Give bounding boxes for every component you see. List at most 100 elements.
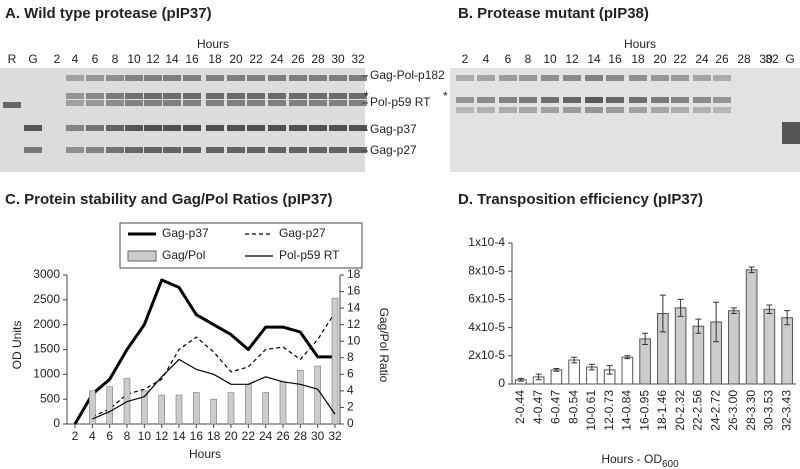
gel-band xyxy=(541,75,559,81)
gel-band xyxy=(541,107,559,113)
gel-band xyxy=(713,75,731,81)
error-bar xyxy=(766,304,773,314)
gel-band xyxy=(519,107,537,113)
error-bar xyxy=(695,318,702,334)
gel-band xyxy=(24,147,42,153)
bar xyxy=(314,365,321,425)
x-tick-label: 2-0.44 xyxy=(513,390,527,424)
line xyxy=(73,278,335,425)
lane-label: 2 xyxy=(462,52,469,66)
gel-band xyxy=(671,107,689,113)
gel-band xyxy=(125,100,143,106)
chart-title: D. Transposition efficiency (pIP37) xyxy=(458,191,703,208)
lane-label: 30 xyxy=(759,52,773,66)
gel-band xyxy=(477,107,495,113)
lane-label: 4 xyxy=(483,52,490,66)
lane-label: 22 xyxy=(249,52,263,66)
gel-band xyxy=(541,97,559,103)
gel-band xyxy=(206,147,224,153)
lane-label: 32 xyxy=(351,52,365,66)
bar xyxy=(141,390,148,425)
gel-band xyxy=(144,125,162,131)
y-tick-label: 2000 xyxy=(33,317,60,331)
gel-band xyxy=(349,100,367,106)
gel-band xyxy=(268,100,286,106)
gel-band xyxy=(163,147,181,153)
gel-band xyxy=(585,97,603,103)
error-bar xyxy=(553,367,560,372)
legend-label: Gag-p27 xyxy=(279,226,326,240)
bar xyxy=(621,356,634,385)
gel-band xyxy=(329,125,347,131)
gel-band xyxy=(66,100,84,106)
gel-band xyxy=(456,75,474,81)
y-axis-label: OD Units xyxy=(10,321,24,370)
gel-band xyxy=(125,75,143,81)
bar xyxy=(89,390,96,425)
bar xyxy=(692,325,705,385)
bar xyxy=(175,394,183,425)
y2-tick-label: 10 xyxy=(347,333,361,347)
gel-band xyxy=(329,75,347,81)
legend xyxy=(119,222,363,269)
gel-band xyxy=(629,75,647,81)
gel-band xyxy=(86,93,104,99)
band-label: Gag-Pol-p182 xyxy=(370,68,445,82)
x-tick-label: 2 xyxy=(72,429,79,443)
gel-band xyxy=(289,147,307,153)
x-tick-label: 18-1.46 xyxy=(655,390,669,431)
gel-band xyxy=(693,107,711,113)
gel-band xyxy=(456,97,474,103)
y-tick-label: 0 xyxy=(53,416,60,430)
lane-label: G xyxy=(28,52,37,66)
lane-label: 28 xyxy=(311,52,325,66)
panel-title: A. Wild type protease (pIP37) xyxy=(5,5,212,22)
gel-band xyxy=(268,93,286,99)
y2-tick-label: 18 xyxy=(347,267,361,281)
axis-label: Hours xyxy=(197,37,229,51)
lane-label: 20 xyxy=(229,52,243,66)
bar xyxy=(262,392,269,425)
bar xyxy=(158,394,165,425)
error-bar xyxy=(659,294,666,333)
gel-band xyxy=(125,125,143,131)
gel-band xyxy=(66,125,84,131)
gel-band xyxy=(247,147,265,153)
band-label: Gag-p37 xyxy=(370,122,417,136)
gel-band xyxy=(183,93,201,99)
gel-band xyxy=(125,93,143,99)
gel-band xyxy=(227,147,245,153)
lane-label: 10 xyxy=(127,52,141,66)
x-tick-label: 6-0.47 xyxy=(549,390,563,424)
error-bar xyxy=(713,301,720,343)
gel-band xyxy=(247,100,265,106)
lane-label: 6 xyxy=(92,52,99,66)
legend-label: Gag/Pol xyxy=(162,248,205,262)
gel-band xyxy=(3,102,21,108)
gel-band xyxy=(163,125,181,131)
bar xyxy=(193,392,200,425)
bar xyxy=(728,310,740,385)
bar xyxy=(106,386,113,425)
gel-band xyxy=(651,97,669,103)
gel-band xyxy=(86,75,104,81)
bar xyxy=(279,381,287,425)
y-tick-label: 1000 xyxy=(33,367,60,381)
legend-label: Pol-p59 RT xyxy=(279,248,340,262)
x-axis-label-text: Hours - OD xyxy=(601,452,662,466)
x-tick-label: 10 xyxy=(138,429,152,443)
x-tick-label: 22-2.56 xyxy=(691,390,705,431)
gel-band xyxy=(289,100,307,106)
lane-label: 14 xyxy=(587,52,601,66)
x-tick-label: 18 xyxy=(207,429,221,443)
x-tick-label: 8 xyxy=(124,429,131,443)
x-tick-label: 14 xyxy=(172,429,186,443)
bar xyxy=(245,384,252,425)
gel-band xyxy=(289,125,307,131)
x-axis-label: Hours - OD600 xyxy=(601,452,679,469)
gel-band xyxy=(163,93,181,99)
x-tick-label: 20 xyxy=(224,429,238,443)
gel-band xyxy=(329,100,347,106)
bar xyxy=(745,269,758,385)
y-tick-label: 500 xyxy=(40,391,60,405)
